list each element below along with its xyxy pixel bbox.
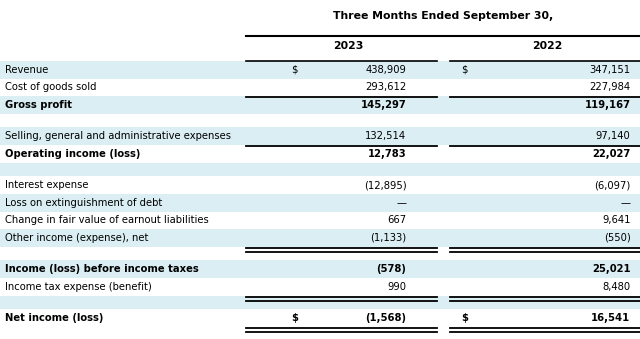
Bar xyxy=(0,96,640,114)
Bar xyxy=(0,145,640,163)
Text: Income tax expense (benefit): Income tax expense (benefit) xyxy=(5,282,152,292)
Bar xyxy=(0,79,640,96)
Bar xyxy=(0,247,640,260)
Text: Change in fair value of earnout liabilities: Change in fair value of earnout liabilit… xyxy=(5,215,209,225)
Text: Other income (expense), net: Other income (expense), net xyxy=(5,233,148,243)
Text: 2022: 2022 xyxy=(532,41,563,51)
Bar xyxy=(0,127,640,145)
Text: 9,641: 9,641 xyxy=(602,215,630,225)
Bar xyxy=(0,278,640,296)
Bar xyxy=(0,194,640,212)
Bar xyxy=(0,229,640,247)
Text: Income (loss) before income taxes: Income (loss) before income taxes xyxy=(5,264,199,274)
Text: Cost of goods sold: Cost of goods sold xyxy=(5,82,97,93)
Text: (578): (578) xyxy=(376,264,406,274)
Bar xyxy=(0,309,640,327)
Text: (6,097): (6,097) xyxy=(594,180,630,190)
Text: 2023: 2023 xyxy=(333,41,364,51)
Text: Gross profit: Gross profit xyxy=(5,100,72,110)
Bar xyxy=(0,163,640,176)
Text: Revenue: Revenue xyxy=(5,65,49,75)
Text: $: $ xyxy=(461,313,468,323)
Text: 347,151: 347,151 xyxy=(589,65,630,75)
Text: 12,783: 12,783 xyxy=(368,149,406,159)
Text: Loss on extinguishment of debt: Loss on extinguishment of debt xyxy=(5,198,163,208)
Text: Interest expense: Interest expense xyxy=(5,180,88,190)
Text: 227,984: 227,984 xyxy=(589,82,630,93)
Text: 438,909: 438,909 xyxy=(365,65,406,75)
Bar xyxy=(0,296,640,309)
Text: 97,140: 97,140 xyxy=(596,131,630,141)
Text: $: $ xyxy=(291,313,298,323)
Text: (1,568): (1,568) xyxy=(365,313,406,323)
Text: 145,297: 145,297 xyxy=(361,100,406,110)
Bar xyxy=(0,176,640,194)
Text: (12,895): (12,895) xyxy=(364,180,406,190)
Bar xyxy=(0,212,640,229)
Text: Three Months Ended September 30,: Three Months Ended September 30, xyxy=(333,11,554,21)
Text: Net income (loss): Net income (loss) xyxy=(5,313,104,323)
Text: 990: 990 xyxy=(387,282,406,292)
Text: Selling, general and administrative expenses: Selling, general and administrative expe… xyxy=(5,131,231,141)
Text: 132,514: 132,514 xyxy=(365,131,406,141)
Text: 8,480: 8,480 xyxy=(602,282,630,292)
Bar xyxy=(0,114,640,127)
Text: —: — xyxy=(396,198,406,208)
Text: 25,021: 25,021 xyxy=(592,264,630,274)
Bar xyxy=(0,260,640,278)
Text: 22,027: 22,027 xyxy=(592,149,630,159)
Text: $: $ xyxy=(461,65,467,75)
Text: 293,612: 293,612 xyxy=(365,82,406,93)
Text: 16,541: 16,541 xyxy=(591,313,630,323)
Text: $: $ xyxy=(291,65,298,75)
Text: —: — xyxy=(620,198,630,208)
Text: (1,133): (1,133) xyxy=(371,233,406,243)
Text: 119,167: 119,167 xyxy=(584,100,630,110)
Text: Operating income (loss): Operating income (loss) xyxy=(5,149,141,159)
Text: 667: 667 xyxy=(387,215,406,225)
Bar xyxy=(0,61,640,79)
Text: (550): (550) xyxy=(604,233,630,243)
